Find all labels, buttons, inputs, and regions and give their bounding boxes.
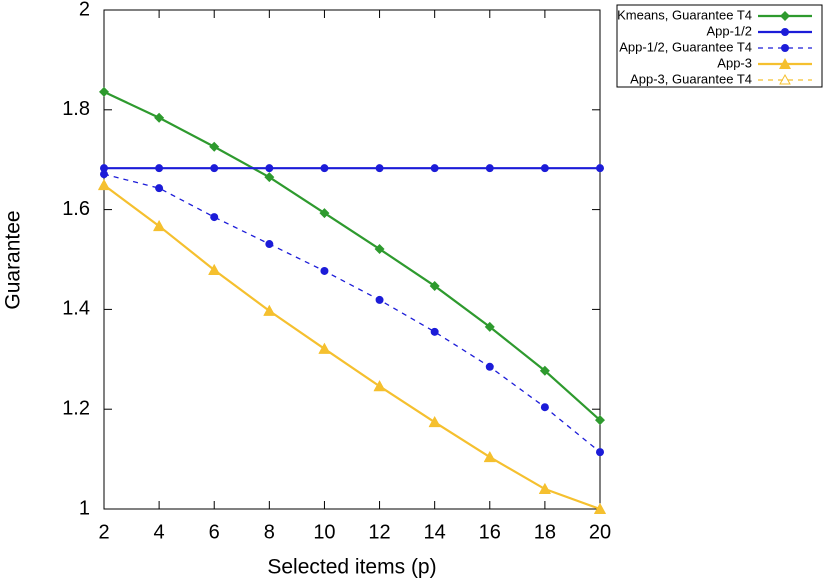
- marker: [595, 415, 605, 426]
- x-tick-label: 18: [534, 521, 556, 543]
- y-tick-label: 2: [79, 0, 90, 20]
- marker: [155, 184, 164, 193]
- marker: [483, 451, 496, 462]
- legend-label: App-1/2, Guarantee T4: [619, 39, 752, 54]
- marker: [539, 365, 550, 376]
- marker: [430, 327, 439, 336]
- marker: [428, 416, 441, 427]
- x-tick-label: 10: [313, 521, 335, 543]
- y-tick-label: 1: [79, 497, 90, 519]
- marker: [208, 263, 221, 275]
- x-tick-label: 2: [98, 521, 109, 543]
- y-axis-label: Guarantee: [2, 210, 25, 309]
- marker: [209, 141, 220, 152]
- marker: [373, 380, 386, 391]
- legend-marker: [779, 73, 791, 85]
- y-tick-label: 1.2: [62, 397, 90, 419]
- marker: [153, 220, 165, 231]
- x-tick-label: 12: [368, 521, 390, 543]
- marker: [374, 244, 385, 255]
- series-line: [103, 173, 601, 453]
- marker: [596, 448, 604, 457]
- marker: [319, 208, 330, 219]
- y-tick-label: 1.8: [62, 98, 90, 120]
- x-tick-label: 6: [209, 521, 220, 543]
- marker: [154, 112, 165, 123]
- marker: [538, 483, 551, 495]
- plot-frame: [103, 9, 601, 510]
- legend-marker: [781, 44, 789, 52]
- marker: [375, 295, 384, 304]
- marker: [485, 362, 494, 371]
- marker: [320, 266, 329, 275]
- marker: [429, 280, 440, 291]
- x-tick-label: 16: [479, 521, 501, 543]
- legend-label: App-1/2: [706, 23, 752, 38]
- legend-marker: [780, 11, 790, 21]
- marker: [155, 164, 164, 173]
- marker: [430, 164, 439, 173]
- x-tick-label: 20: [589, 521, 611, 543]
- y-tick-label: 1.6: [62, 198, 90, 220]
- marker: [540, 164, 549, 173]
- marker: [98, 179, 110, 190]
- legend-label: App-3, Guarantee T4: [630, 71, 752, 86]
- marker: [539, 483, 551, 494]
- marker: [485, 164, 494, 173]
- marker: [210, 164, 219, 173]
- marker: [265, 164, 274, 173]
- marker: [596, 164, 604, 173]
- x-tick-label: 8: [264, 521, 275, 543]
- legend-label: Kmeans, Guarantee T4: [617, 7, 752, 22]
- marker: [100, 164, 108, 173]
- legend-marker: [779, 58, 791, 69]
- marker: [210, 213, 219, 222]
- x-tick-label: 14: [424, 521, 446, 543]
- marker: [318, 342, 331, 354]
- marker: [99, 86, 109, 97]
- legend-marker: [781, 28, 789, 36]
- marker: [265, 240, 274, 249]
- series-line: [103, 90, 601, 421]
- series-line: [103, 184, 601, 510]
- marker: [320, 164, 329, 173]
- legend-label: App-3: [717, 55, 752, 70]
- marker: [594, 502, 606, 514]
- series-line: [103, 184, 601, 511]
- legend-frame: [616, 4, 823, 88]
- marker: [375, 164, 384, 173]
- marker: [484, 321, 495, 332]
- x-tick-label: 4: [154, 521, 165, 543]
- y-tick-label: 1.4: [62, 298, 90, 320]
- marker: [263, 304, 276, 316]
- marker: [100, 170, 108, 179]
- marker: [540, 403, 549, 412]
- marker: [264, 172, 275, 183]
- x-axis-label: Selected items (p): [267, 556, 436, 579]
